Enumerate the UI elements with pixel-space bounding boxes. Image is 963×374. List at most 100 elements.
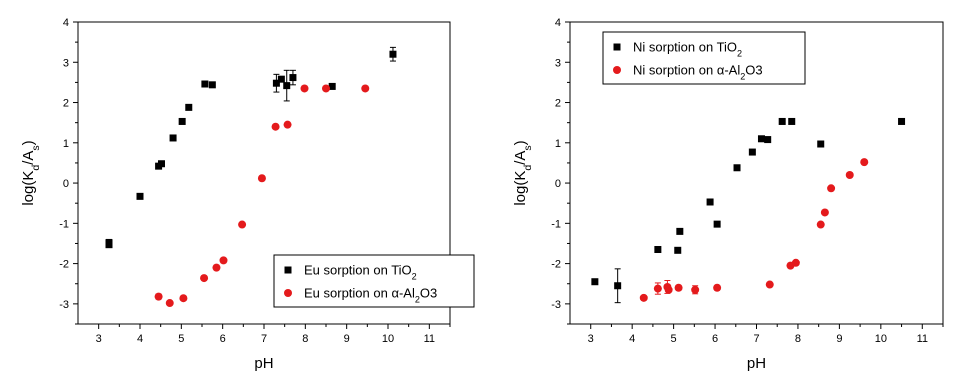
data-point	[201, 80, 209, 88]
y-tick-label: -2	[551, 259, 561, 271]
data-point	[165, 299, 174, 308]
y-tick-label: -2	[59, 259, 69, 271]
legend-marker	[613, 66, 621, 74]
data-point	[676, 227, 684, 235]
x-axis-title: pH	[254, 355, 273, 372]
data-point	[169, 134, 177, 142]
data-point	[271, 122, 280, 131]
data-point	[748, 148, 756, 156]
x-tick-label: 9	[344, 333, 350, 345]
x-tick-label: 3	[96, 333, 102, 345]
series-0	[105, 46, 397, 249]
data-point	[691, 285, 700, 294]
data-point	[300, 84, 309, 93]
x-tick-label: 5	[671, 333, 677, 345]
x-tick-label: 4	[629, 333, 635, 345]
data-point	[788, 117, 796, 125]
x-tick-label: 5	[178, 333, 184, 345]
y-tick-label: 3	[63, 57, 69, 69]
x-axis-title: pH	[747, 355, 766, 372]
legend: Eu sorption on TiO2 Eu sorption on α-Al2O…	[273, 254, 475, 308]
legend-label: Eu sorption on α-Al2O3	[304, 286, 437, 305]
x-tick-label: 7	[261, 333, 267, 345]
data-point	[238, 220, 247, 229]
data-point	[706, 198, 714, 206]
data-point	[713, 220, 721, 228]
series-1	[154, 84, 370, 308]
y-tick-label: 2	[63, 98, 69, 110]
legend-marker	[284, 289, 292, 297]
data-point	[820, 208, 829, 217]
data-point	[845, 171, 854, 180]
data-point	[219, 256, 228, 265]
x-tick-label: 8	[795, 333, 801, 345]
data-point	[277, 75, 285, 83]
data-point	[283, 120, 292, 129]
y-tick-label: 4	[555, 17, 561, 29]
x-tick-label: 11	[917, 333, 928, 345]
legend-marker	[284, 266, 292, 274]
y-tick-label: 0	[63, 178, 69, 190]
data-point	[639, 293, 648, 302]
data-point	[591, 278, 599, 286]
y-tick-label: -3	[59, 299, 69, 311]
x-tick-label: 10	[875, 333, 887, 345]
data-point	[157, 160, 165, 168]
legend-box	[602, 31, 806, 85]
data-point	[654, 246, 662, 254]
data-point	[272, 79, 280, 87]
data-point	[791, 258, 800, 267]
data-point	[816, 220, 825, 229]
data-point	[757, 135, 765, 143]
data-point	[389, 50, 397, 58]
y-tick-label: -1	[59, 218, 69, 230]
x-tick-label: 6	[220, 333, 226, 345]
data-point	[208, 81, 216, 89]
legend: Ni sorption on TiO2 Ni sorption on α-Al2O…	[602, 31, 806, 85]
data-point	[361, 84, 370, 93]
data-point	[827, 184, 836, 193]
x-tick-label: 6	[712, 333, 718, 345]
data-point	[778, 117, 786, 125]
data-point	[257, 174, 266, 183]
x-tick-label: 10	[382, 333, 394, 345]
legend-label: Ni sorption on TiO2	[633, 40, 742, 59]
legend-box	[273, 254, 475, 308]
y-axis-title: log(Kd/As)	[512, 140, 534, 205]
data-point	[283, 82, 291, 90]
data-point	[817, 140, 825, 148]
series-1	[639, 158, 869, 302]
chart-eu-sorption: 3 4 5 6 7 8 9 10 11 -3 -2 -1 0 1 2 3 4 pH log(Kd/As) Eu sor…	[20, 17, 475, 372]
x-tick-label: 7	[753, 333, 759, 345]
data-point	[898, 117, 906, 125]
data-point	[674, 283, 683, 292]
data-point	[713, 283, 722, 292]
x-tick-label: 9	[836, 333, 842, 345]
y-tick-label: -1	[551, 218, 561, 230]
data-point	[860, 158, 869, 167]
x-tick-label: 4	[137, 333, 143, 345]
y-tick-label: 2	[555, 98, 561, 110]
data-point	[653, 284, 662, 293]
y-tick-label: -3	[551, 299, 561, 311]
data-point	[154, 292, 163, 301]
legend-label: Eu sorption on TiO2	[304, 263, 417, 282]
y-tick-label: 4	[63, 17, 69, 29]
data-point	[764, 136, 772, 144]
y-tick-label: 1	[63, 138, 69, 150]
data-point	[328, 82, 336, 90]
y-tick-label: 3	[555, 57, 561, 69]
data-point	[185, 103, 193, 111]
data-point	[212, 263, 221, 272]
data-point	[674, 246, 682, 254]
data-point	[178, 117, 186, 125]
y-tick-label: 1	[555, 138, 561, 150]
data-point	[765, 280, 774, 289]
series-0	[591, 117, 906, 304]
y-tick-label: 0	[555, 178, 561, 190]
legend-label: Ni sorption on α-Al2O3	[633, 63, 763, 82]
data-point	[733, 164, 741, 172]
legend-marker	[613, 43, 621, 51]
x-tick-label: 3	[588, 333, 594, 345]
